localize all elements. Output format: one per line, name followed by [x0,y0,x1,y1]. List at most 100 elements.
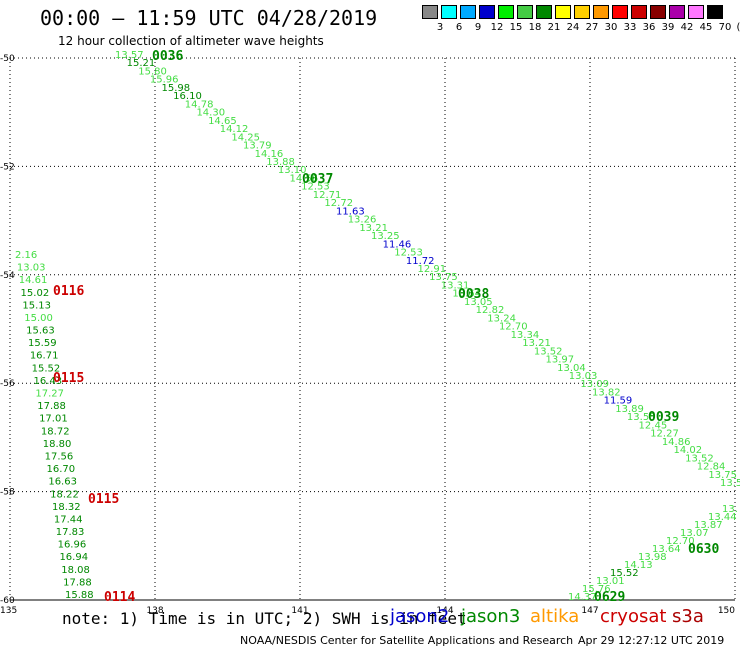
wave-height-point: 13.44 [708,512,737,523]
lat-tick-label: -56 [0,379,15,389]
lat-tick-label: -52 [0,162,15,172]
wave-height-point: 16.63 [48,477,77,488]
wave-height-point: 13. [722,504,738,515]
legend-swatch [612,5,628,19]
wave-height-point: 18.32 [52,502,81,513]
wave-height-point: 14.13 [624,560,653,571]
wave-height-point: 17.27 [35,389,64,400]
legend-value: 12 [490,22,504,33]
page-title: 00:00 — 11:59 UTC 04/28/2019 [40,6,378,30]
wave-height-point: 13.05 [464,297,493,308]
lon-tick-label: 150 [718,606,735,616]
track-id-label: 0114 [104,590,135,605]
wave-height-point: 14.16 [255,149,284,160]
wave-height-point: 13.03 [569,371,598,382]
wave-height-point: 18.08 [61,565,90,576]
wave-height-point: 12.91 [418,264,447,275]
wave-height-point: 17.88 [37,401,66,412]
legend-swatch [479,5,495,19]
lon-tick-label: 147 [581,606,598,616]
legend-swatch [574,5,590,19]
legend-value: 45 [699,22,713,33]
track-id-label: 0630 [688,542,719,557]
wave-height-point: 17.88 [63,577,92,588]
track-id-label: 0036 [152,49,183,64]
track-id-label: 0037 [302,172,333,187]
track-id-label: 0115 [88,492,119,507]
wave-height-point: 12.53 [301,182,330,193]
wave-height-point: 11.72 [406,256,435,267]
wave-height-point: 13.89 [615,404,644,415]
legend-swatch [460,5,476,19]
wave-height-point: 14.02 [673,445,702,456]
lon-tick-label: 138 [146,606,163,616]
wave-height-point: 13.04 [557,363,586,374]
lon-tick-label: 141 [291,606,308,616]
wave-height-point: 13.21 [359,223,388,234]
wave-height-point: 13.52 [534,346,563,357]
wave-height-point: 12.27 [650,429,679,440]
footer-note: note: 1) Time is in UTC; 2) SWH is in fe… [62,609,467,628]
wave-height-point: 15.00 [24,313,53,324]
lon-tick-label: 135 [0,606,17,616]
wave-height-point: 13.55 [627,412,656,423]
wave-height-point: 2.16 [15,250,37,261]
wave-height-point: 13.31 [441,280,470,291]
wave-height-point: 16.71 [30,351,59,362]
wave-height-point: 13.88 [266,157,295,168]
wave-height-point: 13.82 [592,387,621,398]
legend-value: 24 [566,22,580,33]
wave-height-point: 16.96 [58,540,87,551]
legend-sat-jason3: jason3 [461,606,521,627]
wave-height-point: 16.10 [173,91,202,102]
wave-height-point: 14.61 [19,275,48,286]
track-id-label: 0039 [648,410,679,425]
wave-height-point: 15.59 [28,338,57,349]
wave-height-point: 15.96 [150,75,179,86]
wave-height-point: 18.72 [41,426,70,437]
wave-height-point: 12.71 [313,190,342,201]
legend-swatch [688,5,704,19]
wave-height-point: 14.37 [568,592,597,603]
wave-height-point: 11.63 [336,206,365,217]
lat-tick-label: -50 [0,54,15,64]
legend-value: 27 [585,22,599,33]
legend-swatch [536,5,552,19]
lon-tick-label: 144 [436,606,453,616]
wave-height-point: 13.09 [580,379,609,390]
wave-height-point: 13.07 [680,528,709,539]
legend-swatch [422,5,438,19]
wave-height-point: 13.57 [115,50,144,61]
legend-swatch [441,5,457,19]
wave-height-point: 16.94 [59,552,88,563]
legend-value: 21 [547,22,561,33]
map-grid [9,57,736,601]
wave-height-point: 15.80 [138,66,167,77]
legend-value: 15 [509,22,523,33]
wave-height-point: 15.02 [21,288,50,299]
wave-height-point: 16.43 [34,376,63,387]
wave-height-point: 13.01 [596,576,625,587]
wave-height-point: 12.53 [394,248,423,259]
track-id-label: 0038 [458,287,489,302]
wave-height-point: 17.83 [56,527,85,538]
wave-height-point: 13.25 [371,231,400,242]
lat-tick-label: -54 [0,271,15,281]
track-id-label: 0115 [53,371,84,386]
wave-height-point: 13.24 [487,313,516,324]
legend-sat-jason2: jason2 [390,606,450,627]
legend-value: 6 [455,22,463,33]
legend-value: 9 [474,22,482,33]
wave-height-point: 13.64 [652,544,681,555]
wave-height-point: 13.52 [685,453,714,464]
legend-value: 39 [661,22,675,33]
wave-height-point: 13.98 [638,552,667,563]
wave-height-point: 13.34 [511,330,540,341]
legend-swatch [517,5,533,19]
legend-value: 30 [604,22,618,33]
wave-height-point: 15.13 [22,300,51,311]
wave-height-point: 13.75 [429,272,458,283]
legend-swatch [555,5,571,19]
legend-swatch [631,5,647,19]
